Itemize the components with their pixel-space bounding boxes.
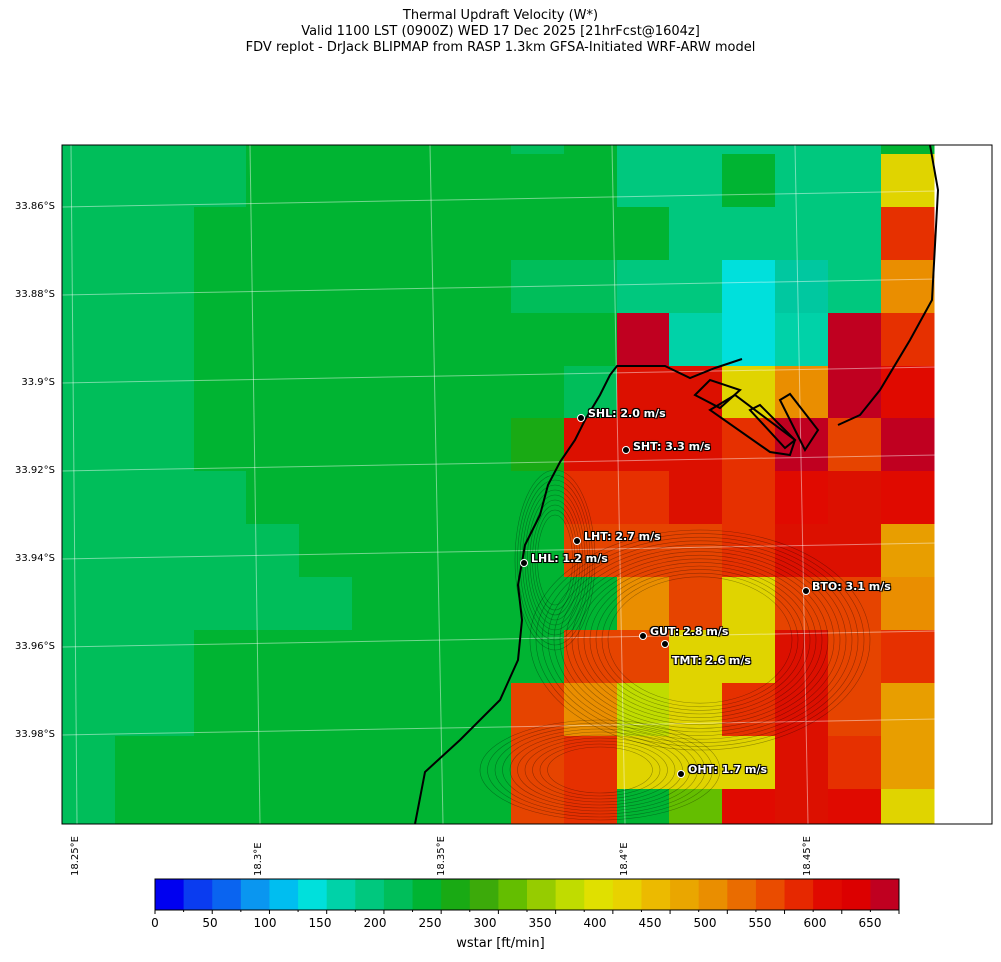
colorbar-swatch (498, 879, 528, 910)
station-label-bto: BTO: 3.1 m/s (812, 580, 891, 593)
colorbar-swatch (698, 879, 728, 910)
wstar-grid (62, 145, 935, 825)
map-subtitle-source: FDV replot - DrJack BLIPMAP from RASP 1.… (245, 40, 756, 55)
colorbar-swatch (755, 879, 786, 910)
station-label-lht: LHT: 2.7 m/s (584, 530, 661, 543)
colorbar-swatch (441, 879, 471, 910)
lon-label: 18.4°E (619, 842, 630, 876)
station-dot-oht (677, 770, 685, 778)
lat-label: 33.94°S (15, 553, 55, 564)
station-dot-tmt (661, 640, 669, 648)
colorbar-swatch (355, 879, 385, 910)
station-markers (520, 414, 810, 778)
colorbar-tick-label: 150 (308, 916, 332, 930)
colorbar-label: wstar [ft/min] (456, 936, 545, 951)
colorbar-swatch (155, 879, 185, 910)
colorbar (154, 878, 900, 914)
colorbar-tick-label: 600 (803, 916, 827, 930)
colorbar-swatch (269, 879, 299, 910)
colorbar-swatch (584, 879, 614, 910)
station-label-oht: OHT: 1.7 m/s (688, 763, 768, 776)
colorbar-tick-label: 200 (363, 916, 387, 930)
map-title: Thermal Updraft Velocity (W*) (402, 8, 599, 23)
lon-label: 18.45°E (802, 836, 813, 876)
colorbar-tick-label: 0 (151, 916, 159, 930)
colorbar-tick-label: 650 (858, 916, 882, 930)
colorbar-tick-label: 50 (202, 916, 218, 930)
colorbar-tick-label: 400 (583, 916, 607, 930)
colorbar-tick-label: 250 (418, 916, 442, 930)
terrain-contours (479, 469, 871, 821)
colorbar-swatch (240, 879, 270, 910)
lat-label: 33.92°S (15, 465, 55, 476)
station-dot-lhl (520, 559, 528, 567)
colorbar-swatch (841, 879, 871, 910)
colorbar-tick-label: 450 (638, 916, 662, 930)
colorbar-swatch (298, 879, 328, 910)
graticule-lines (61, 144, 993, 825)
station-label-lhl: LHL: 1.2 m/s (531, 552, 608, 565)
colorbar-swatch (527, 879, 557, 910)
colorbar-swatch (641, 879, 671, 910)
colorbar-swatch (784, 879, 814, 910)
colorbar-tick-label: 300 (473, 916, 497, 930)
lat-label: 33.86°S (15, 201, 55, 212)
map-frame (61, 144, 993, 825)
station-dot-sht (622, 446, 630, 454)
coastline (414, 144, 940, 825)
colorbar-tick-label: 500 (693, 916, 717, 930)
lat-label: 33.96°S (15, 641, 55, 652)
lat-label: 33.9°S (21, 377, 55, 388)
station-dot-gut (639, 632, 647, 640)
station-label-shl: SHL: 2.0 m/s (588, 407, 666, 420)
lat-label: 33.98°S (15, 729, 55, 740)
colorbar-swatch (412, 879, 442, 910)
colorbar-swatch (383, 879, 414, 910)
colorbar-swatch (326, 879, 356, 910)
colorbar-swatch (870, 879, 900, 910)
map-subtitle-valid: Valid 1100 LST (0900Z) WED 17 Dec 2025 [… (301, 24, 700, 39)
colorbar-swatch (555, 879, 585, 910)
station-label-sht: SHT: 3.3 m/s (633, 440, 711, 453)
colorbar-tick-label: 350 (528, 916, 552, 930)
colorbar-swatch (612, 879, 642, 910)
lon-label: 18.25°E (70, 836, 81, 876)
station-label-tmt: TMT: 2.6 m/s (672, 654, 751, 667)
lon-label: 18.3°E (253, 842, 264, 876)
colorbar-swatch (813, 879, 843, 910)
station-dot-bto (802, 587, 810, 595)
lon-label: 18.35°E (436, 836, 447, 876)
station-dot-lht (573, 537, 581, 545)
colorbar-tick-label: 100 (253, 916, 277, 930)
lat-label: 33.88°S (15, 289, 55, 300)
colorbar-swatch (212, 879, 242, 910)
station-dot-shl (577, 414, 585, 422)
colorbar-swatch (670, 879, 700, 910)
colorbar-swatch (727, 879, 757, 910)
station-label-gut: GUT: 2.8 m/s (650, 625, 729, 638)
colorbar-swatch (469, 879, 499, 910)
colorbar-swatch (183, 879, 213, 910)
colorbar-tick-label: 550 (748, 916, 772, 930)
